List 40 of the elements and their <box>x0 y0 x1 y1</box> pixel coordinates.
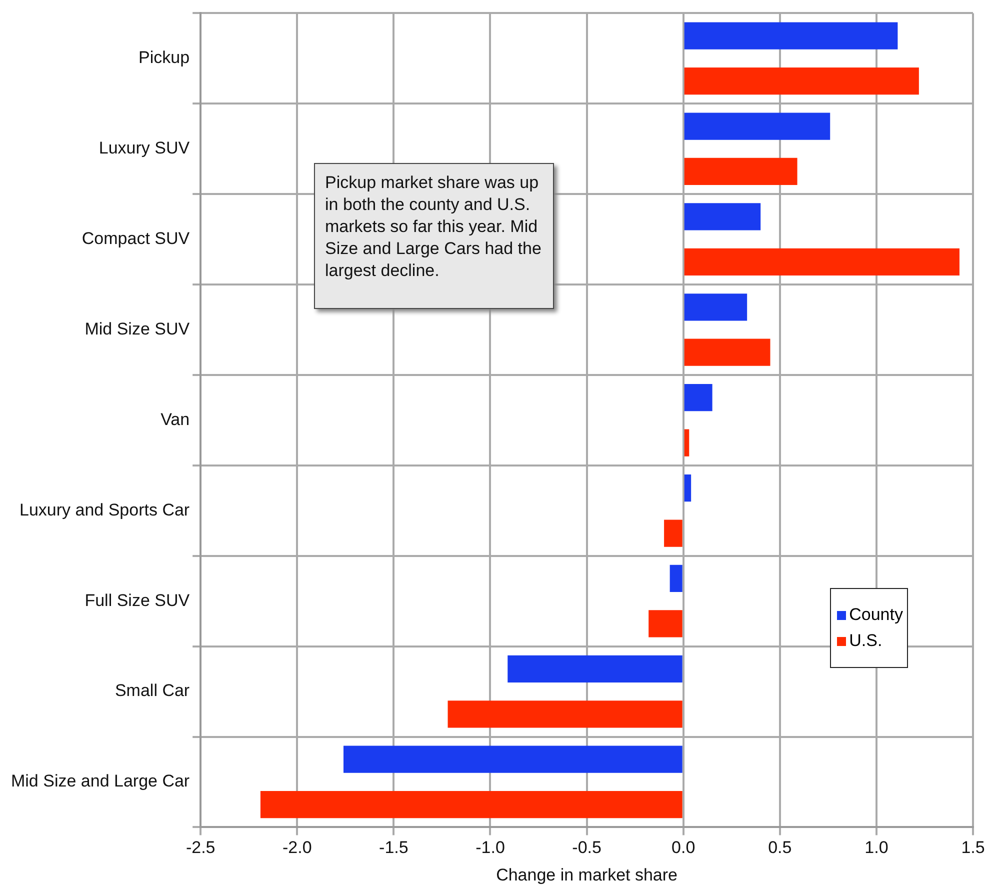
x-tick-label: 1.5 <box>961 838 985 858</box>
x-tick-label: -0.5 <box>572 838 602 858</box>
bar <box>684 248 960 276</box>
bar <box>670 564 682 592</box>
y-tick-label: Van <box>160 410 190 429</box>
x-tick-label: 1.0 <box>864 838 888 858</box>
x-tick-label: 0.0 <box>672 838 696 858</box>
x-axis-title: Change in market share <box>496 865 678 884</box>
legend-label: County <box>849 605 903 625</box>
bar <box>684 338 770 366</box>
x-tick-label: 0.5 <box>768 838 792 858</box>
y-tick-label: Mid Size SUV <box>84 319 190 338</box>
bar <box>664 520 682 547</box>
x-tick-label: -1.0 <box>476 838 505 858</box>
bar <box>684 474 692 502</box>
y-tick-label: Luxury and Sports Car <box>20 500 190 520</box>
bar <box>448 700 682 728</box>
bar <box>684 203 761 230</box>
y-tick-label: Luxury SUV <box>98 138 190 158</box>
bar <box>684 67 919 95</box>
annotation: Pickup market share was up in both the county and U.S. markets so far this year. Mid Size and Large Cars had the largest decline. <box>314 163 554 309</box>
bar <box>684 112 830 140</box>
bar <box>343 746 682 773</box>
x-tick-label: -1.5 <box>379 838 408 858</box>
y-tick-label: Mid Size and Large Car <box>11 772 190 791</box>
bar <box>260 791 682 818</box>
bar <box>684 22 898 50</box>
y-tick-label: Full Size SUV <box>84 590 190 610</box>
bar <box>508 655 682 682</box>
bar <box>684 294 748 321</box>
y-tick-label: Small Car <box>114 681 190 700</box>
bar <box>684 158 798 186</box>
y-tick-label: Compact SUV <box>82 229 190 248</box>
bar <box>648 610 682 638</box>
bar <box>684 429 690 456</box>
legend-label: U.S. <box>849 631 882 651</box>
x-tick-label: -2.5 <box>186 838 216 858</box>
bar <box>684 384 712 412</box>
y-tick-label: Pickup <box>138 48 190 68</box>
x-tick-label: -2.0 <box>282 838 312 858</box>
